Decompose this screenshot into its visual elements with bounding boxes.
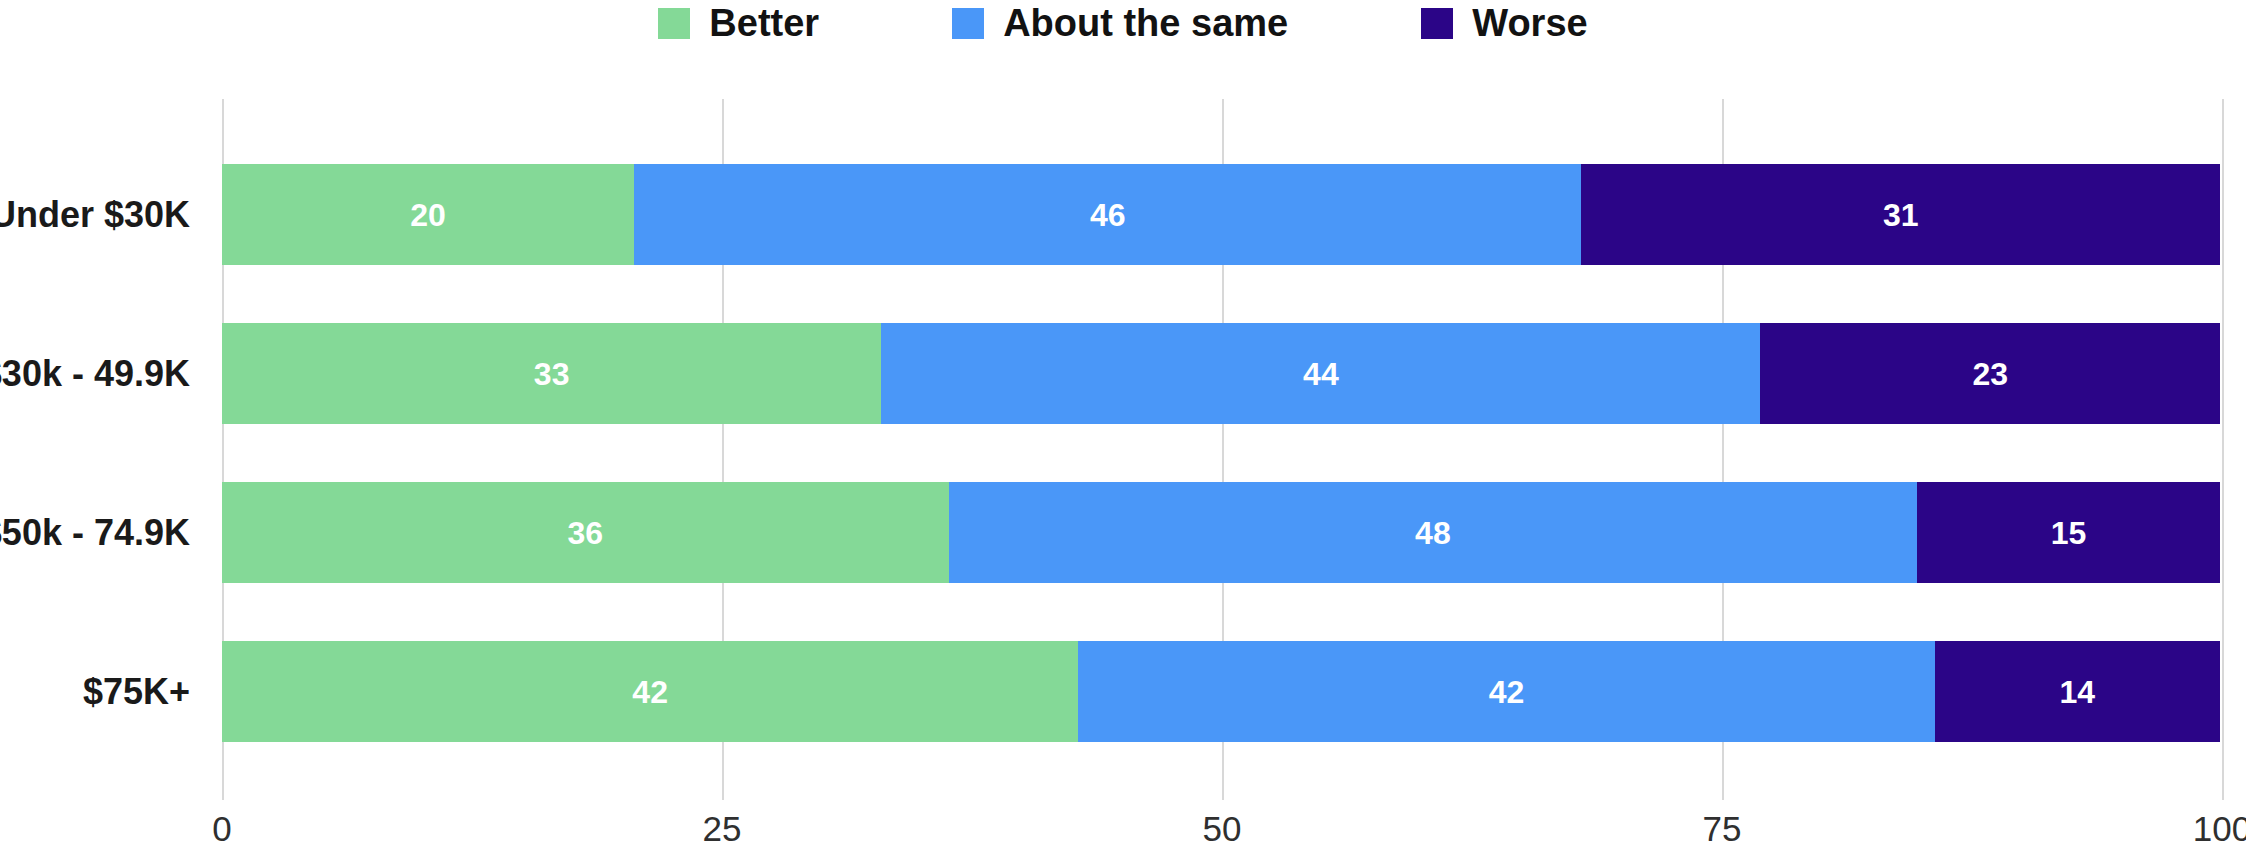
x-tick-label: 25 — [703, 811, 742, 842]
bar-value-label: 42 — [1489, 676, 1525, 708]
x-tick-label: 0 — [212, 811, 231, 842]
bar-value-label: 36 — [567, 517, 603, 549]
category-label: $75K+ — [0, 641, 190, 742]
legend-swatch-better-icon — [658, 8, 690, 39]
legend-label: Better — [709, 4, 819, 42]
x-tick-label: 100 — [2193, 811, 2246, 842]
legend: Better About the same Worse — [0, 0, 2246, 46]
bar-row: 20 46 31 — [222, 164, 2220, 265]
bar-segment-about-the-same: 44 — [881, 323, 1760, 424]
bar-value-label: 23 — [1972, 358, 2008, 390]
bar-value-label: 48 — [1415, 517, 1451, 549]
bar-segment-better: 42 — [222, 641, 1078, 742]
bar-segment-worse: 14 — [1935, 641, 2220, 742]
bar-value-label: 42 — [632, 676, 668, 708]
category-label: $30k - 49.9K — [0, 323, 190, 424]
bar-row: 36 48 15 — [222, 482, 2220, 583]
bar-segment-better: 36 — [222, 482, 949, 583]
bar-segment-about-the-same: 42 — [1078, 641, 1934, 742]
legend-label: About the same — [1003, 4, 1288, 42]
bar-value-label: 46 — [1090, 199, 1126, 231]
legend-item-better: Better — [658, 4, 819, 42]
plot-area: Under $30K$30k - 49.9K$50k - 74.9K$75K+ … — [0, 99, 2246, 800]
bar-row: 42 42 14 — [222, 641, 2220, 742]
bar-value-label: 31 — [1883, 199, 1919, 231]
category-label: Under $30K — [0, 164, 190, 265]
category-axis: Under $30K $30k - 49.9K $50k - 74.9K $75K+ — [0, 164, 190, 800]
legend-label: Worse — [1472, 4, 1587, 42]
legend-item-worse: Worse — [1421, 4, 1587, 42]
bar-segment-worse: 23 — [1760, 323, 2220, 424]
legend-swatch-about-the-same-icon — [952, 8, 984, 39]
bar-value-label: 44 — [1303, 358, 1339, 390]
gridline — [2222, 99, 2224, 800]
category-label: $50k - 74.9K — [0, 482, 190, 583]
bar-row: 33 44 23 — [222, 323, 2220, 424]
bars-area: 20 46 31 33 44 23 36 48 15 42 42 14 — [222, 164, 2220, 800]
bar-segment-about-the-same: 48 — [949, 482, 1918, 583]
bar-segment-worse: 31 — [1581, 164, 2220, 265]
bar-value-label: 15 — [2051, 517, 2087, 549]
x-axis: 0255075100 — [222, 805, 2222, 842]
legend-item-about-the-same: About the same — [952, 4, 1288, 42]
bar-segment-worse: 15 — [1917, 482, 2220, 583]
bar-segment-better: 33 — [222, 323, 881, 424]
stacked-bar-chart: Better About the same Worse Under $30K $30k… — [0, 0, 2246, 842]
x-tick-label: 50 — [1203, 811, 1242, 842]
bar-segment-better: 20 — [222, 164, 634, 265]
bar-value-label: 14 — [2059, 676, 2095, 708]
bar-segment-about-the-same: 46 — [634, 164, 1582, 265]
legend-swatch-worse-icon — [1421, 8, 1453, 39]
bar-value-label: 20 — [410, 199, 446, 231]
x-tick-label: 75 — [1703, 811, 1742, 842]
bar-value-label: 33 — [534, 358, 570, 390]
